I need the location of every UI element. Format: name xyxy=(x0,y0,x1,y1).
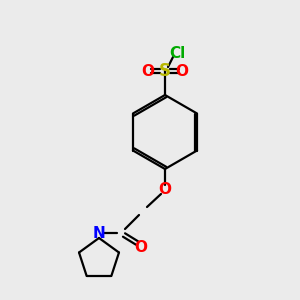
Text: O: O xyxy=(134,239,148,254)
Text: O: O xyxy=(158,182,172,196)
Text: O: O xyxy=(176,64,188,79)
Text: S: S xyxy=(159,62,171,80)
Text: N: N xyxy=(93,226,105,241)
Text: Cl: Cl xyxy=(169,46,185,61)
Text: O: O xyxy=(142,64,154,79)
